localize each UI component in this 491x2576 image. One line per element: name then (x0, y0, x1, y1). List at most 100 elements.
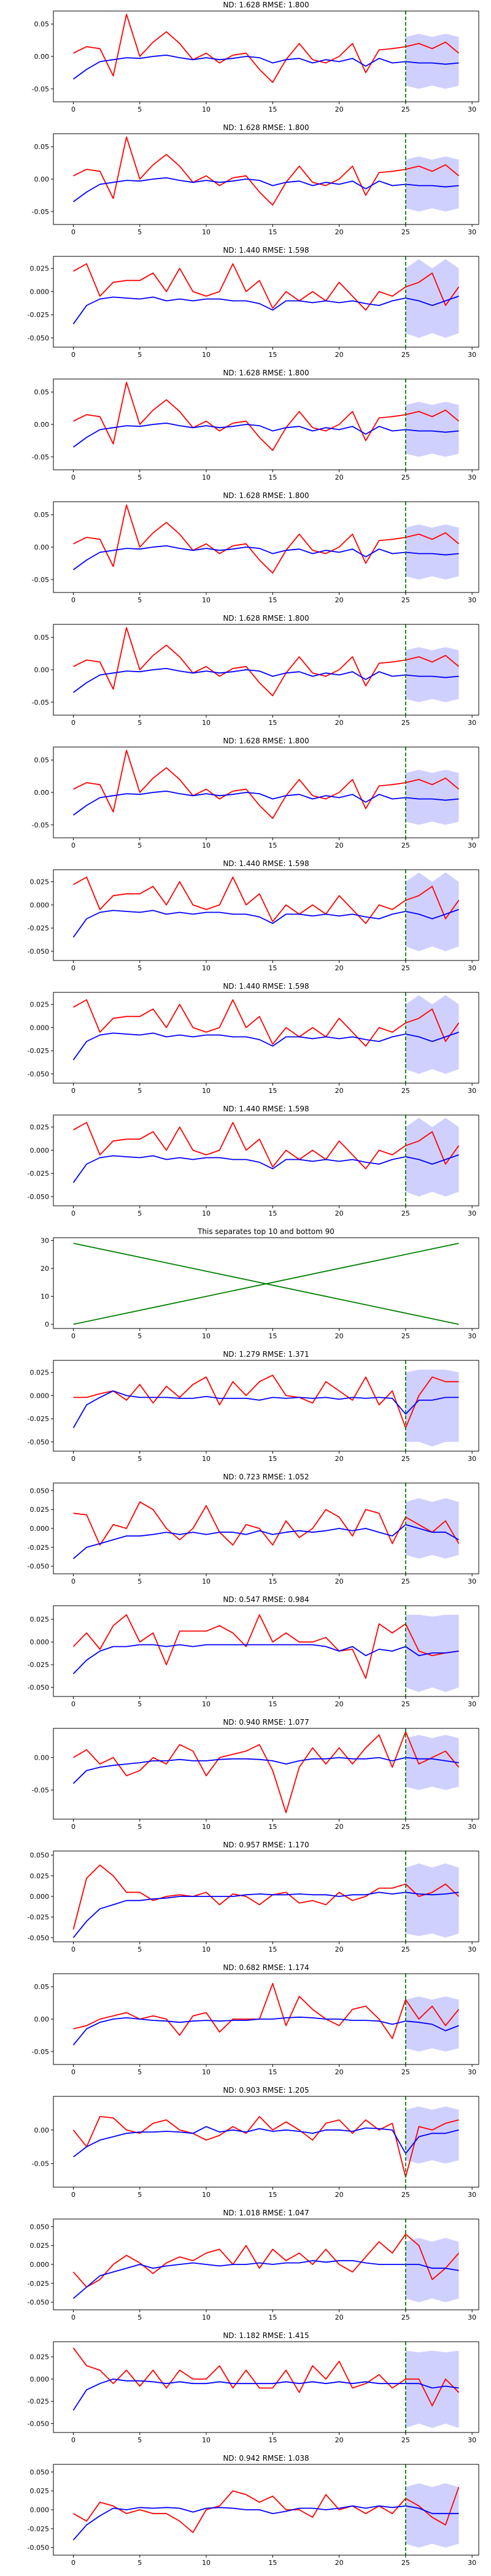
plot-area (72, 870, 460, 960)
y-tick-label: 0.000 (30, 1146, 50, 1154)
y-tick-label: -0.050 (28, 2420, 49, 2428)
series-line-1 (73, 504, 460, 574)
series-line-2 (72, 2016, 459, 2045)
series-line-2 (72, 177, 459, 202)
y-tick-label: 0.050 (30, 2468, 50, 2476)
series-line-2 (72, 668, 459, 693)
x-tick-label: 5 (137, 105, 142, 113)
panel-8: ND: 1.440 RMSE: 1.598 0 5 10 15 20 25 30 -0.050 -… (28, 859, 479, 972)
x-tick-label: 10 (202, 228, 211, 236)
x-tick-label: 10 (202, 2313, 211, 2321)
x-tick-label: 10 (202, 1209, 211, 1217)
x-tick-label: 30 (468, 2313, 476, 2321)
x-tick-label: 30 (468, 1700, 476, 1708)
y-tick-label: 0.000 (30, 1024, 50, 1032)
plot-area (72, 502, 460, 592)
panel-title: ND: 0.942 RMSE: 1.038 (223, 2454, 309, 2463)
panel-title: This separates top 10 and bottom 90 (197, 1227, 334, 1236)
x-tick-label: 5 (137, 1577, 142, 1585)
y-tick-label: 0.025 (30, 1506, 50, 1514)
y-tick-label: 0.000 (30, 2506, 50, 2514)
x-tick-label: 5 (137, 1945, 142, 1953)
series-line-2 (72, 1892, 459, 1938)
plot-area (72, 379, 460, 470)
y-tick-label: 0.05 (34, 756, 50, 764)
y-tick-label: -0.050 (28, 1563, 49, 1571)
x-tick-label: 30 (468, 1577, 476, 1585)
series-line-2 (72, 296, 459, 324)
panel-title: ND: 1.440 RMSE: 1.598 (223, 859, 309, 868)
x-tick-label: 10 (202, 473, 211, 481)
series-line-2 (72, 2505, 459, 2540)
x-tick-label: 15 (268, 2068, 277, 2076)
x-tick-label: 5 (137, 2191, 142, 2199)
x-tick-label: 20 (335, 473, 344, 481)
x-tick-label: 20 (335, 1945, 344, 1953)
x-tick-label: 15 (268, 2436, 277, 2444)
series-line-1 (72, 2233, 460, 2288)
prediction-band (405, 2483, 459, 2548)
x-tick-label: 15 (268, 596, 277, 604)
y-tick-label: 0.025 (30, 2353, 50, 2361)
panel-title: ND: 1.628 RMSE: 1.800 (223, 123, 309, 132)
plot-area (72, 2464, 460, 2555)
x-tick-label: 20 (335, 1209, 344, 1217)
prediction-band (405, 1498, 459, 1559)
x-tick-label: 0 (71, 2191, 75, 2199)
y-tick-label: -0.025 (28, 2280, 49, 2288)
series-line-2 (72, 2378, 459, 2411)
series-line-1 (73, 381, 460, 451)
panel-20: ND: 1.182 RMSE: 1.415 0 5 10 15 20 25 30 -0.050 -… (28, 2331, 479, 2444)
panel-15: ND: 0.940 RMSE: 1.077 0 5 10 15 20 25 30 -0.05 0.… (32, 1718, 479, 1831)
x-tick-label: 25 (401, 2068, 410, 2076)
x-tick-label: 25 (401, 1087, 410, 1095)
panel-17: ND: 0.682 RMSE: 1.174 0 5 10 15 20 25 30 -0.05 0.… (32, 1963, 479, 2076)
x-tick-label: 10 (202, 719, 211, 727)
x-tick-label: 0 (71, 1332, 75, 1340)
x-tick-label: 5 (137, 473, 142, 481)
prediction-band (405, 1117, 459, 1197)
x-tick-label: 15 (268, 1945, 277, 1953)
x-tick-label: 30 (468, 2559, 476, 2567)
plot-area (72, 1851, 460, 1942)
y-tick-label: -0.025 (28, 311, 49, 319)
x-tick-label: 15 (268, 719, 277, 727)
y-tick-label: -0.050 (28, 2299, 49, 2307)
plot-area (72, 256, 460, 347)
x-tick-label: 20 (335, 351, 344, 359)
x-tick-label: 0 (71, 2068, 75, 2076)
axes-frame (53, 1114, 479, 1206)
y-tick-label: 0.05 (34, 1983, 50, 1991)
x-tick-label: 5 (137, 964, 142, 972)
series-line-1 (73, 1501, 460, 1546)
panel-title: ND: 1.628 RMSE: 1.800 (223, 369, 309, 377)
series-line-2 (72, 2260, 459, 2299)
x-tick-label: 5 (137, 1087, 142, 1095)
x-tick-label: 25 (401, 596, 410, 604)
x-tick-label: 25 (401, 1332, 410, 1340)
x-tick-label: 30 (468, 228, 476, 236)
x-tick-label: 15 (268, 1087, 277, 1095)
x-tick-label: 10 (202, 1087, 211, 1095)
x-tick-label: 5 (137, 596, 142, 604)
x-tick-label: 25 (401, 2191, 410, 2199)
x-tick-label: 30 (468, 1087, 476, 1095)
x-tick-label: 25 (401, 964, 410, 972)
x-tick-label: 30 (468, 2068, 476, 2076)
x-tick-label: 15 (268, 841, 277, 849)
x-tick-label: 15 (268, 351, 277, 359)
y-tick-label: -0.025 (28, 2525, 49, 2533)
prediction-band (405, 259, 459, 338)
panel-11: This separates top 10 and bottom 90 0 5 10 1… (41, 1227, 479, 1340)
x-tick-label: 30 (468, 719, 476, 727)
series-line-2 (72, 1032, 459, 1060)
series-line-2 (72, 791, 459, 816)
series-line-1 (73, 263, 460, 311)
plot-area (72, 1115, 460, 1206)
x-tick-label: 0 (71, 1700, 75, 1708)
x-tick-label: 20 (335, 1700, 344, 1708)
x-tick-label: 5 (137, 1332, 142, 1340)
panel-title: ND: 1.018 RMSE: 1.047 (223, 2209, 309, 2217)
x-tick-label: 20 (335, 841, 344, 849)
y-tick-label: -0.025 (28, 924, 49, 932)
